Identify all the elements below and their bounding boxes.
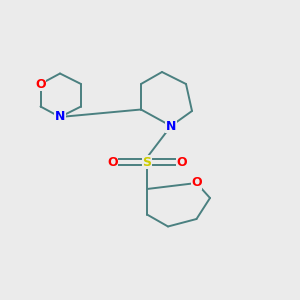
Text: O: O (35, 77, 46, 91)
Text: S: S (142, 155, 152, 169)
Text: N: N (55, 110, 65, 124)
Text: N: N (166, 119, 176, 133)
Text: O: O (191, 176, 202, 190)
Text: O: O (176, 155, 187, 169)
Text: O: O (107, 155, 118, 169)
